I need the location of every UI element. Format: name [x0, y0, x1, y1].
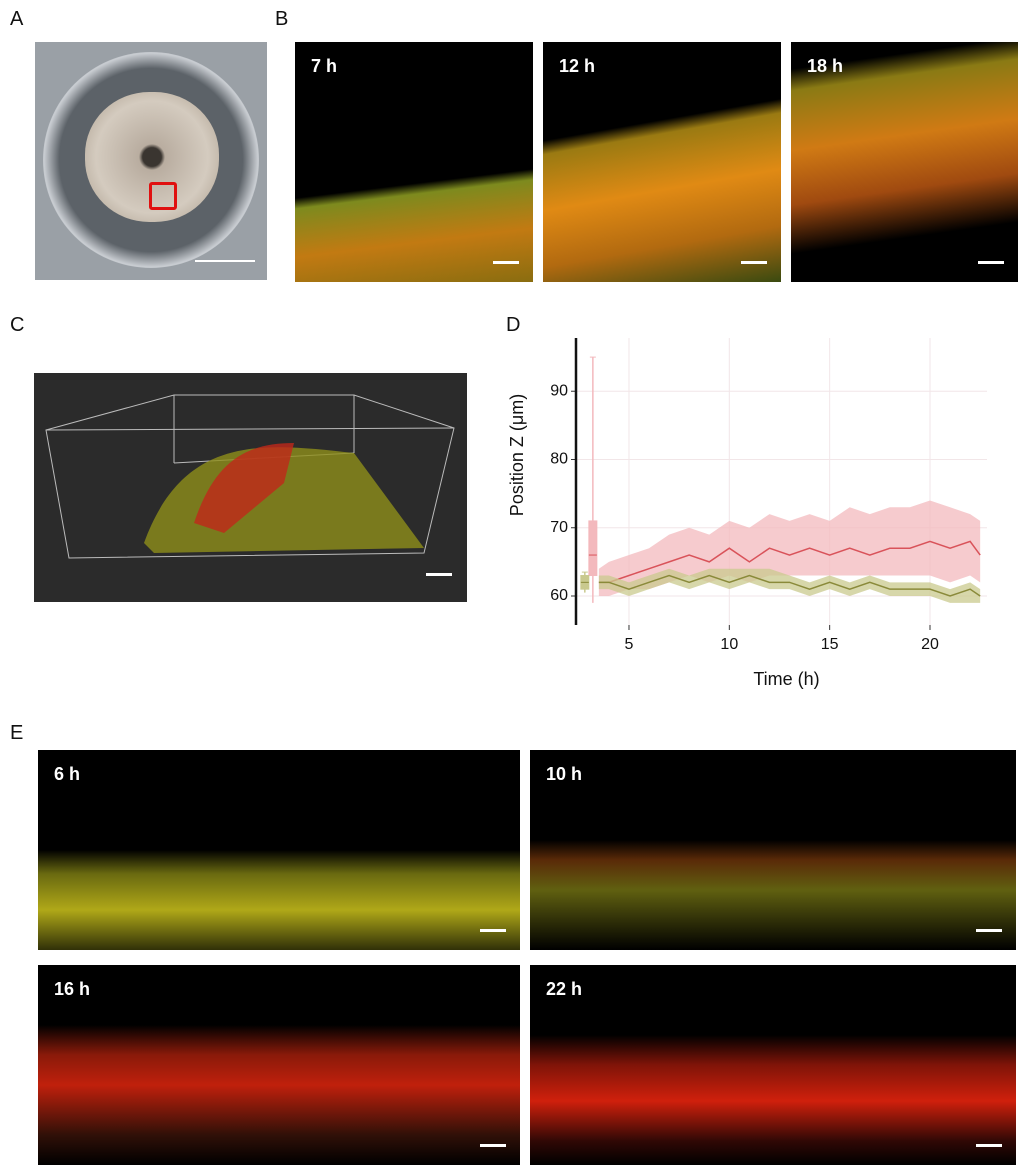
confidence-band [598, 568, 981, 603]
line [598, 540, 981, 584]
y-tick-label: 80 [550, 451, 568, 468]
render-3d: 22 h [530, 965, 1016, 1165]
micrograph: 7 h [295, 42, 533, 282]
image-caption: 12 h [559, 56, 596, 76]
x-tick-label: 15 [821, 636, 839, 653]
image-caption: 6 h [54, 764, 81, 784]
micrograph: 12 h [543, 42, 781, 282]
x-tick-label: 5 [625, 636, 634, 653]
image-caption: 18 h [807, 56, 844, 76]
panel-label: C [10, 314, 25, 336]
wireframe [45, 394, 455, 576]
y-tick-label: 90 [550, 382, 568, 399]
micrograph: 18 h [791, 42, 1018, 282]
chart: Position Z (μm) 60 70 80 90 5 10 15 20 Time (h) [507, 338, 987, 689]
confidence-band [598, 500, 981, 596]
image-caption: 10 h [546, 764, 583, 784]
render-3d: 10 h [530, 750, 1016, 950]
x-tick-label: 10 [720, 636, 738, 653]
image-caption: 7 h [311, 56, 338, 76]
y-tick-label: 60 [550, 587, 568, 604]
x-axis-label: Time (h) [753, 669, 819, 689]
box [588, 520, 598, 577]
render-3d [34, 373, 467, 602]
render-3d: 16 h [38, 965, 520, 1165]
panel-label: B [275, 8, 289, 30]
render-3d: 6 h [38, 750, 520, 950]
y-axis-label: Position Z (μm) [507, 394, 527, 516]
photo [35, 42, 267, 280]
panel-label: A [10, 8, 24, 30]
y-tick-label: 70 [550, 519, 568, 536]
line [598, 574, 981, 597]
image-caption: 16 h [54, 979, 91, 999]
panel-label: E [10, 722, 24, 744]
x-tick-label: 20 [921, 636, 939, 653]
image-caption: 22 h [546, 979, 583, 999]
panel-label: D [506, 314, 521, 336]
